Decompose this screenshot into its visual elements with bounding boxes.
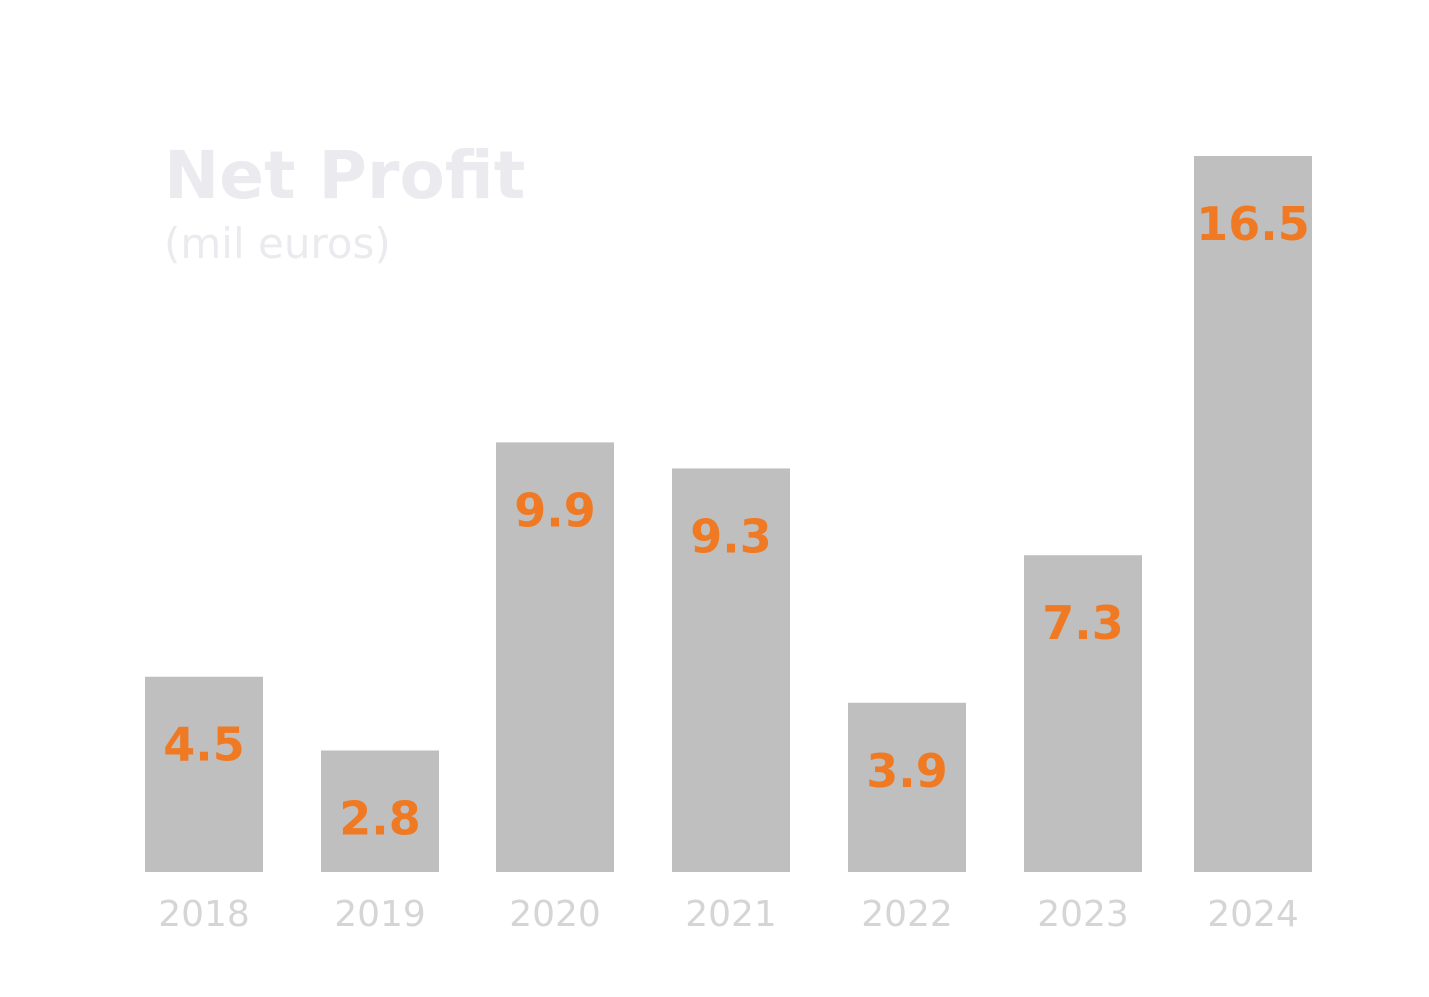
chart-subtitle: (mil euros) (164, 219, 391, 268)
bar-labels-group: 4.5 2.8 9.9 9.3 3.9 7.3 16.5 (163, 197, 1310, 845)
x-axis-ticks: 2018 2019 2020 2021 2022 2023 2024 (158, 894, 1299, 935)
bars-group (145, 156, 1312, 872)
bar-value-label: 9.9 (514, 483, 596, 537)
bar-value-label: 2.8 (339, 791, 421, 845)
bar-2024 (1194, 156, 1312, 872)
bar-2023 (1024, 555, 1142, 872)
bar-value-label: 3.9 (866, 744, 948, 798)
bar-2018 (145, 676, 263, 872)
x-tick-label: 2021 (685, 894, 777, 935)
bar-value-label: 7.3 (1042, 596, 1124, 650)
bar-2020 (496, 442, 614, 872)
chart-title: Net Profit (164, 137, 525, 214)
x-tick-label: 2022 (861, 894, 953, 935)
bar-2019 (321, 750, 439, 872)
bar-value-label: 9.3 (690, 509, 772, 563)
x-tick-label: 2018 (158, 894, 250, 935)
x-tick-label: 2020 (509, 894, 601, 935)
bar-2022 (848, 702, 966, 872)
x-tick-label: 2024 (1207, 894, 1299, 935)
bar-value-label: 4.5 (163, 718, 245, 772)
bar-value-label: 16.5 (1196, 197, 1310, 251)
x-tick-label: 2023 (1037, 894, 1129, 935)
x-tick-label: 2019 (334, 894, 426, 935)
bar-2021 (672, 468, 790, 872)
